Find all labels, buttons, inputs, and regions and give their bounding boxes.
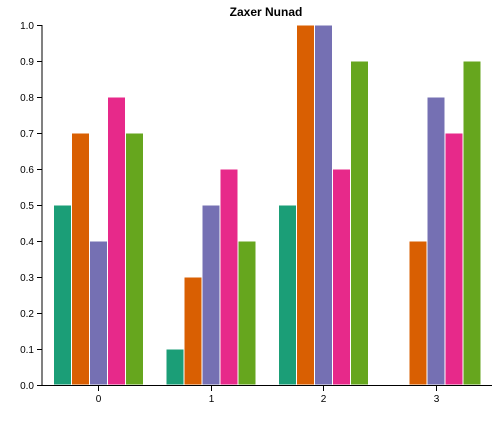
x-tick-label: 1 (209, 394, 215, 405)
bar-2-series-4 (349, 60, 369, 386)
y-tick-label: 0.6 (20, 165, 34, 176)
bar-1-series-1 (183, 276, 203, 386)
x-tick-label: 0 (96, 394, 102, 405)
bar-3-series-1 (408, 240, 428, 386)
bar-1-series-2 (201, 204, 221, 386)
y-tick-label: 0.0 (20, 381, 34, 392)
y-tick-label: 0.8 (20, 93, 34, 104)
bar-2-series-1 (295, 24, 315, 386)
bar-1-series-3 (219, 168, 239, 386)
y-tick-label: 0.3 (20, 273, 34, 284)
bar-1-series-4 (237, 240, 257, 386)
y-tick-label: 0.9 (20, 57, 34, 68)
y-tick-label: 0.5 (20, 201, 34, 212)
bar-0-series-1 (70, 132, 90, 386)
bar-2-series-3 (331, 168, 351, 386)
y-tick-label: 0.2 (20, 309, 34, 320)
bar-0-series-2 (88, 240, 108, 386)
y-tick-label: 0.7 (20, 129, 34, 140)
bar-0-series-0 (52, 204, 72, 386)
x-tick-label: 3 (434, 394, 440, 405)
bar-3-series-4 (462, 60, 482, 386)
bar-0-series-3 (106, 96, 126, 386)
bar-3-series-2 (426, 96, 446, 386)
x-axis: 0 1 2 3 (42, 385, 492, 405)
plot-area (52, 24, 482, 386)
y-tick-label: 1.0 (20, 21, 34, 32)
bar-0-series-4 (124, 132, 144, 386)
y-tick-label: 0.1 (20, 345, 34, 356)
y-tick-label: 0.4 (20, 237, 34, 248)
bar-2-series-2 (313, 24, 333, 386)
y-axis: 0.0 0.1 0.2 0.3 0.4 0.5 0.6 0.7 0.8 0.9 1.0 (20, 21, 43, 392)
chart-title: Zaxer Nunad (230, 5, 303, 19)
bar-1-series-0 (165, 348, 185, 386)
bar-3-series-3 (444, 132, 464, 386)
bar-2-series-0 (277, 204, 297, 386)
x-tick-label: 2 (321, 394, 327, 405)
